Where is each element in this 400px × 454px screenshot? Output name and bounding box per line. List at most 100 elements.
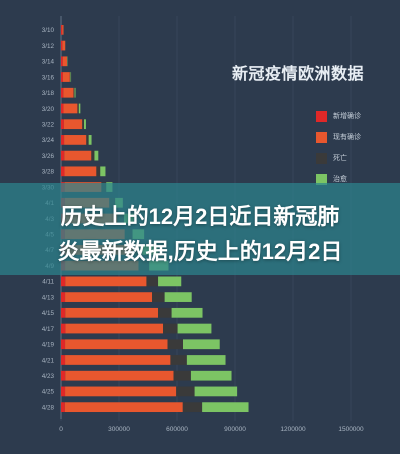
bar-segment-4 bbox=[177, 323, 212, 334]
bar-segment-3 bbox=[158, 307, 172, 318]
legend-label: 新增确诊 bbox=[333, 113, 361, 120]
y-tick-label: 4/11 bbox=[42, 279, 54, 286]
bar-segment-2 bbox=[65, 323, 164, 334]
y-tick-label: 3/10 bbox=[42, 27, 55, 34]
bar-segment-3 bbox=[173, 370, 191, 381]
bar-segment-2 bbox=[65, 292, 153, 302]
bar-segment-1 bbox=[61, 386, 66, 397]
y-tick-label: 4/15 bbox=[42, 310, 55, 317]
bar-segment-4 bbox=[171, 307, 203, 318]
bar-segment-3 bbox=[91, 150, 95, 161]
bar-segment-3 bbox=[82, 119, 85, 130]
bar-segment-1 bbox=[61, 166, 65, 177]
bar-segment-4 bbox=[194, 386, 238, 397]
bar-segment-1 bbox=[61, 370, 66, 381]
bar-segment-4 bbox=[190, 370, 232, 381]
bar-segment-1 bbox=[61, 339, 66, 350]
bar-segment-4 bbox=[164, 292, 192, 302]
bar-segment-1 bbox=[61, 355, 66, 365]
bar-segment-2 bbox=[62, 72, 70, 82]
legend-item: 治愈 bbox=[316, 171, 361, 187]
bar-segment-3 bbox=[69, 72, 71, 82]
legend-label: 现有确诊 bbox=[333, 134, 361, 141]
legend-label: 死亡 bbox=[333, 155, 347, 162]
y-tick-label: 3/18 bbox=[42, 90, 55, 97]
chart-title: 新冠疫情欧洲数据 bbox=[232, 66, 365, 83]
bar-segment-4 bbox=[84, 119, 86, 130]
bar-segment-3 bbox=[152, 292, 165, 302]
bar-segment-2 bbox=[65, 355, 171, 365]
bar-segment-2 bbox=[65, 386, 177, 397]
bar-segment-2 bbox=[65, 339, 168, 350]
bar-segment-4 bbox=[182, 339, 220, 350]
article-title-banner: 历史上的12月2日近日新冠肺 炎最新数据,历史上的12月2日 bbox=[0, 183, 400, 275]
bar-segment-2 bbox=[63, 119, 83, 130]
bar-segment-2 bbox=[64, 402, 183, 413]
legend-swatch bbox=[316, 173, 327, 185]
bar-segment-3 bbox=[167, 339, 183, 350]
bar-segment-4 bbox=[158, 276, 182, 287]
legend-label: 治愈 bbox=[333, 176, 347, 183]
legend-item: 新增确诊 bbox=[316, 108, 361, 124]
bar-segment-2 bbox=[65, 276, 147, 287]
bar-segment-2 bbox=[63, 103, 78, 114]
bar-segment-3 bbox=[146, 276, 159, 287]
bar-segment-1 bbox=[61, 292, 66, 302]
bar-segment-2 bbox=[65, 370, 174, 381]
y-tick-label: 4/23 bbox=[42, 373, 55, 380]
bar-segment-1 bbox=[61, 119, 64, 130]
bar-segment-3 bbox=[170, 355, 187, 365]
y-tick-label: 3/12 bbox=[42, 43, 55, 50]
bar-segment-1 bbox=[61, 276, 66, 287]
bar-segment-3 bbox=[163, 323, 178, 334]
y-tick-label: 3/20 bbox=[42, 106, 55, 113]
bar-segment-4 bbox=[74, 87, 76, 98]
bar-segment-4 bbox=[186, 355, 226, 365]
bar-segment-2 bbox=[64, 150, 92, 161]
y-tick-label: 4/25 bbox=[42, 389, 55, 396]
y-tick-label: 4/17 bbox=[42, 326, 55, 333]
bar-segment-2 bbox=[64, 166, 97, 177]
x-tick-label: 0 bbox=[59, 426, 63, 433]
y-tick-label: 4/13 bbox=[42, 294, 55, 301]
bar-segment-3 bbox=[86, 135, 89, 145]
y-tick-label: 3/16 bbox=[42, 74, 55, 81]
y-tick-label: 3/22 bbox=[42, 121, 55, 128]
x-tick-label: 1500000 bbox=[338, 426, 364, 433]
bar-segment-2 bbox=[62, 56, 67, 67]
bar-segment-4 bbox=[100, 166, 106, 177]
bar-segment-1 bbox=[61, 402, 65, 413]
y-tick-label: 4/21 bbox=[42, 357, 55, 364]
bar-segment-1 bbox=[61, 103, 64, 114]
legend-swatch bbox=[316, 110, 327, 122]
article-title-line-1: 历史上的12月2日近日新冠肺 bbox=[60, 204, 340, 229]
x-tick-label: 600000 bbox=[166, 426, 188, 433]
legend-swatch bbox=[316, 152, 327, 164]
legend-swatch bbox=[316, 131, 327, 143]
x-tick-label: 900000 bbox=[224, 426, 246, 433]
bar-segment-1 bbox=[61, 323, 66, 334]
y-tick-label: 3/28 bbox=[42, 169, 55, 176]
bar-segment-3 bbox=[182, 402, 203, 413]
bar-segment-4 bbox=[78, 103, 81, 114]
bar-segment-3 bbox=[77, 103, 79, 114]
bar-segment-2 bbox=[62, 24, 64, 35]
bar-segment-2 bbox=[65, 307, 159, 318]
bar-segment-2 bbox=[64, 135, 87, 145]
bar-segment-3 bbox=[73, 87, 75, 98]
bar-segment-2 bbox=[63, 87, 74, 98]
bar-segment-1 bbox=[61, 307, 66, 318]
chart-legend: 新增确诊现有确诊死亡治愈 bbox=[316, 108, 361, 192]
bar-segment-4 bbox=[88, 135, 92, 145]
bar-segment-1 bbox=[61, 24, 63, 35]
x-tick-label: 1200000 bbox=[280, 426, 306, 433]
y-tick-label: 4/19 bbox=[42, 342, 55, 349]
article-title-line-2: 炎最新数据,历史上的12月2日 bbox=[57, 239, 343, 264]
bar-segment-1 bbox=[61, 150, 65, 161]
y-tick-label: 3/14 bbox=[42, 59, 55, 66]
y-tick-label: 4/28 bbox=[42, 404, 55, 411]
bar-segment-2 bbox=[62, 40, 66, 51]
bar-segment-1 bbox=[61, 87, 64, 98]
bar-segment-1 bbox=[61, 40, 63, 51]
